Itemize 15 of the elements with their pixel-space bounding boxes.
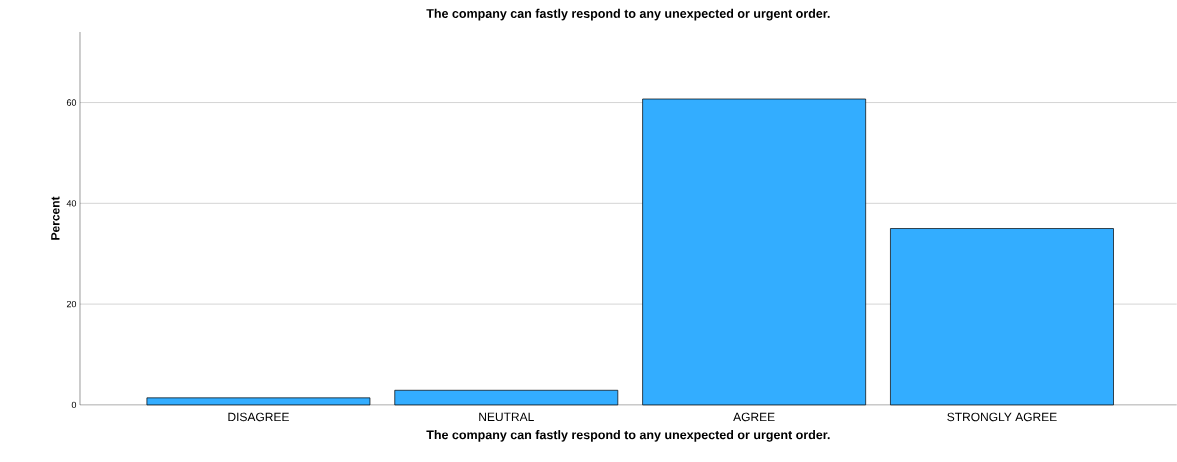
bar [890, 228, 1114, 406]
bar [642, 98, 867, 406]
y-tick-label: 40 [66, 200, 77, 207]
x-tick-label: DISAGREE [228, 412, 289, 422]
bar [394, 389, 619, 406]
x-tick-label: STRONGLY AGREE [947, 412, 1057, 422]
y-axis-title: Percent [51, 196, 60, 240]
chart-title: The company can fastly respond to any unexpected or urgent order. [426, 8, 830, 21]
y-tick-label: 20 [66, 300, 77, 308]
x-tick-label: AGREE [733, 412, 775, 422]
x-tick-label: NEUTRAL [479, 412, 534, 422]
y-tick-label: 0 [71, 401, 77, 409]
bar [146, 397, 371, 406]
x-axis-title: The company can fastly respond to any unexpected or urgent order. [426, 430, 830, 442]
y-tick-label: 60 [66, 99, 77, 106]
